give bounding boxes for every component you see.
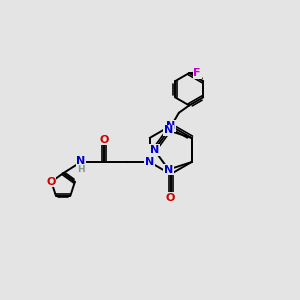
Text: N: N [164,164,173,175]
Text: O: O [99,135,109,145]
Text: N: N [150,145,159,155]
Text: H: H [77,165,85,174]
Text: N: N [145,157,154,167]
Text: N: N [164,125,173,136]
Text: F: F [194,68,201,78]
Text: O: O [166,193,175,203]
Text: N: N [166,121,175,131]
Text: O: O [46,177,56,187]
Text: N: N [76,157,86,166]
